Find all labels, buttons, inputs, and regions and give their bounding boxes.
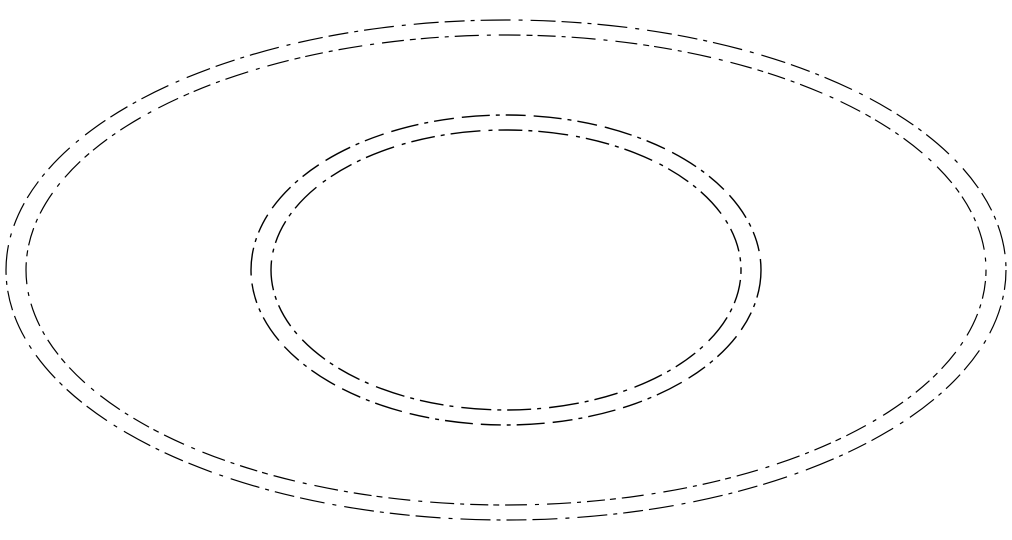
ellipse-group: [6, 20, 1006, 520]
ellipse-inner-outer: [251, 115, 761, 425]
concentric-ellipses-diagram: [0, 0, 1012, 540]
ellipse-outer-outer: [6, 20, 1006, 520]
ellipse-inner-inner: [271, 130, 741, 410]
ellipse-outer-inner: [26, 35, 986, 505]
